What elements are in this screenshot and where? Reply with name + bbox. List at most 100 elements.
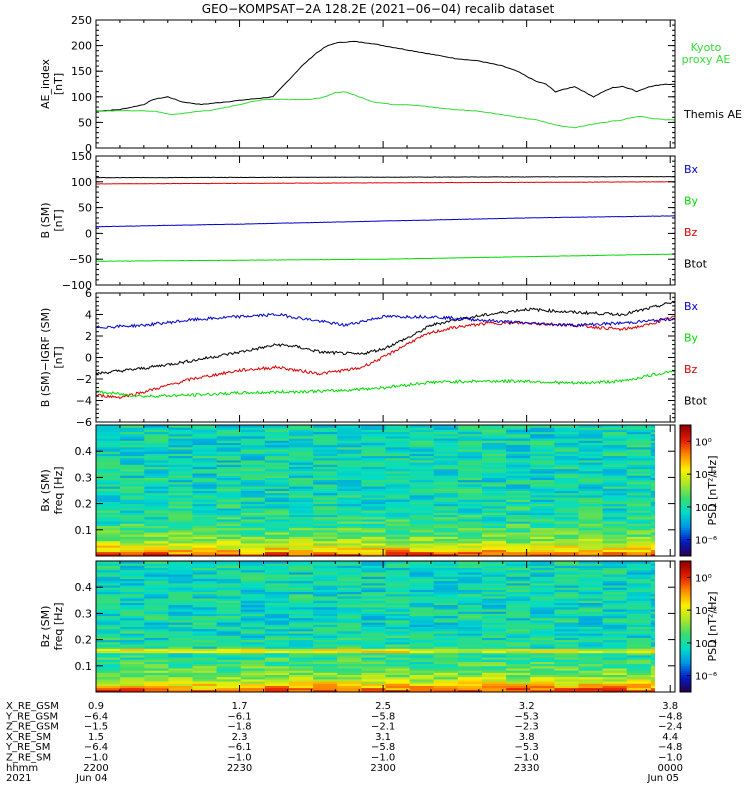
psd-cell: [433, 619, 459, 623]
psd-cell: [457, 685, 483, 689]
psd-cell: [530, 518, 555, 522]
psd-cell: [289, 565, 314, 569]
y-tick-label: 0.3: [75, 471, 93, 484]
psd-cell: [457, 492, 483, 496]
colorbar-segment: [680, 561, 691, 564]
psd-cell: [433, 663, 459, 667]
psd-cell: [264, 641, 290, 645]
psd-cell: [144, 585, 169, 588]
psd-cell: [578, 446, 604, 450]
psd-cell: [626, 678, 652, 682]
psd-cell: [96, 483, 121, 487]
psd-cell: [144, 683, 169, 686]
psd-cell: [216, 464, 242, 467]
psd-cell: [626, 464, 652, 467]
psd-cell: [554, 510, 580, 513]
psd-cell: [385, 446, 411, 450]
psd-cell: [626, 549, 652, 553]
psd-cell: [264, 459, 290, 463]
psd-cell: [168, 457, 194, 461]
psd-cell: [361, 665, 387, 669]
psd-cell: [96, 449, 121, 452]
psd-cell: [482, 440, 507, 443]
psd-cell: [530, 565, 555, 569]
psd-cell: [289, 503, 314, 507]
psd-cell: [554, 453, 580, 457]
psd-cell: [578, 611, 604, 614]
psd-cell: [240, 455, 266, 459]
psd-cell: [120, 455, 145, 459]
psd-cell: [433, 681, 459, 684]
psd-cell: [385, 525, 411, 529]
psd-cell: [192, 587, 218, 590]
psd-cell: [168, 654, 194, 658]
psd-cell: [433, 582, 459, 586]
psd-cell: [120, 617, 145, 621]
psd-cell: [626, 633, 652, 636]
psd-cell: [578, 435, 604, 439]
psd-cell: [530, 670, 555, 673]
psd-cell: [240, 538, 266, 542]
psd-cell: [385, 455, 411, 459]
psd-cell: [361, 617, 387, 621]
psd-cell: [289, 635, 314, 638]
psd-cell: [506, 446, 531, 450]
ephemeris-row-label: 2021: [6, 773, 31, 784]
colorbar-segment: [680, 553, 691, 557]
psd-cell: [144, 536, 169, 540]
psd-cell: [457, 462, 483, 465]
psd-cell: [289, 576, 314, 579]
psd-cell: [385, 453, 411, 457]
psd-cell: [578, 639, 604, 643]
psd-cell: [554, 483, 580, 487]
psd-cell: [530, 619, 555, 623]
psd-cell: [457, 525, 483, 529]
psd-cell: [192, 576, 218, 579]
psd-cell: [506, 665, 531, 669]
psd-cell: [361, 637, 387, 641]
psd-cell: [409, 462, 435, 465]
psd-cell: [192, 481, 218, 485]
psd-cell: [96, 659, 121, 662]
psd-cell: [385, 429, 411, 433]
psd-cell: [626, 641, 652, 645]
psd-cell: [289, 444, 314, 448]
psd-cell: [530, 650, 555, 654]
psd-cell: [602, 551, 628, 555]
psd-cell: [289, 545, 314, 548]
psd-cell: [168, 646, 194, 649]
psd-cell: [482, 663, 507, 667]
psd-cell: [482, 470, 507, 474]
psd-cell: [506, 598, 531, 601]
psd-cell: [313, 457, 338, 461]
psd-cell: [240, 589, 266, 593]
ephemeris-value: −2.4: [658, 722, 682, 733]
psd-cell: [192, 674, 218, 678]
psd-cell: [96, 576, 121, 579]
psd-cell: [433, 580, 459, 584]
psd-cell: [578, 654, 604, 658]
psd-cell: [433, 481, 459, 485]
psd-cell: [530, 665, 555, 669]
psd-cell: [96, 527, 121, 531]
psd-cell: [554, 635, 580, 638]
psd-cell: [168, 431, 194, 435]
psd-cell: [120, 503, 145, 507]
psd-cell: [385, 473, 411, 476]
colorbar-segment: [680, 615, 691, 619]
psd-cell: [602, 611, 628, 614]
psd-cell: [457, 578, 483, 582]
psd-cell: [192, 591, 218, 595]
psd-cell: [506, 571, 531, 575]
colorbar-segment: [680, 683, 691, 686]
psd-cell: [578, 470, 604, 474]
psd-cell: [602, 503, 628, 507]
psd-cell: [216, 643, 242, 647]
psd-cell: [409, 459, 435, 463]
psd-cell: [457, 534, 483, 537]
psd-cell: [313, 490, 338, 494]
psd-cell: [168, 565, 194, 569]
psd-cell: [409, 670, 435, 673]
psd-cell: [216, 565, 242, 569]
psd-cell: [554, 646, 580, 649]
